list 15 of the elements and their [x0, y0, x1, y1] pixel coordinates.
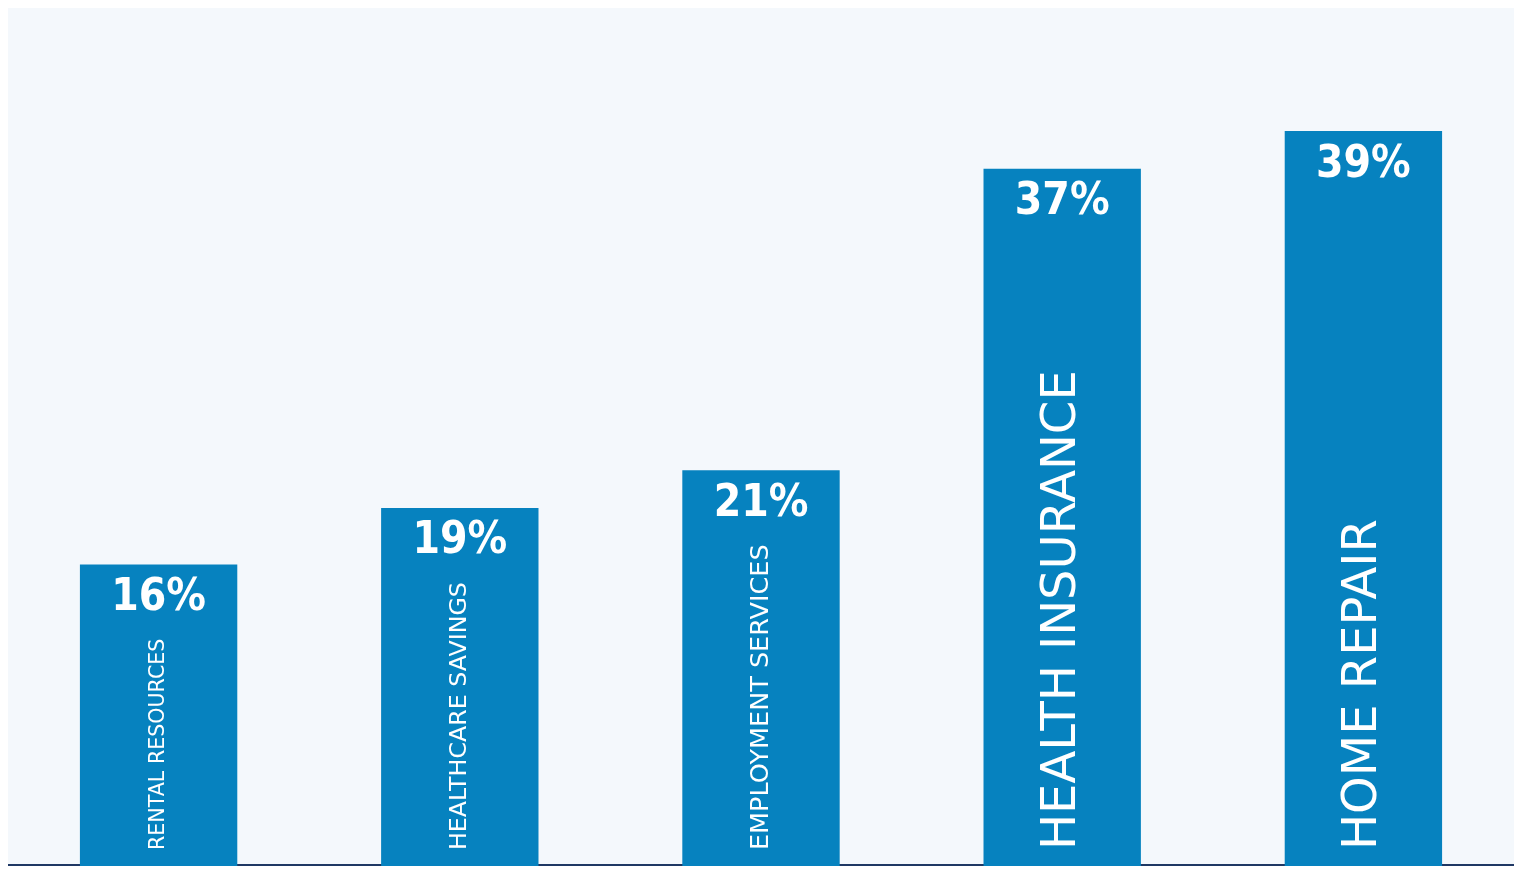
x-tick-label: RENTAL RESOURCES — [144, 638, 169, 850]
bar — [1284, 131, 1443, 866]
data-label: 16% — [111, 568, 206, 620]
bar — [983, 168, 1141, 866]
x-tick-label: HEALTHCARE SAVINGS — [443, 582, 472, 850]
data-label: 21% — [713, 474, 809, 526]
bar — [682, 470, 840, 866]
x-tick-label: HEALTH INSURANCE — [1029, 370, 1086, 850]
data-label: 39% — [1316, 135, 1411, 187]
x-tick-label: EMPLOYMENT SERVICES — [743, 544, 774, 850]
bar — [79, 564, 238, 866]
data-label: 19% — [412, 512, 508, 564]
bar — [381, 507, 539, 866]
x-tick-label: HOME REPAIR — [1330, 519, 1387, 850]
data-label: 37% — [1014, 173, 1110, 225]
